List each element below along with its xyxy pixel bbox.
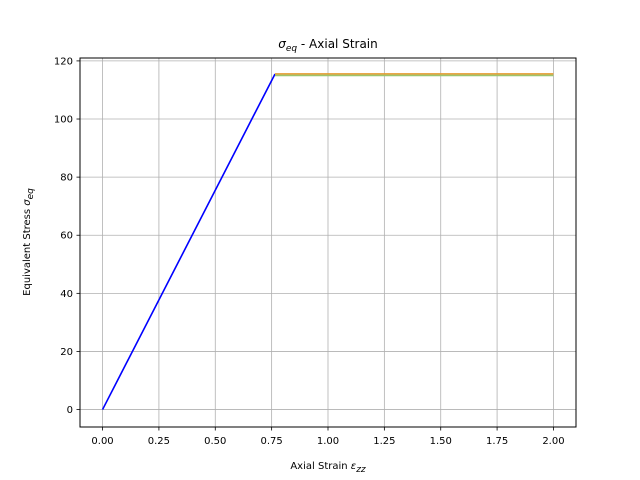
x-tick-label: 1.50	[430, 436, 452, 447]
x-tick-label: 0.25	[148, 436, 170, 447]
chart-title: σeq - Axial Strain	[278, 37, 378, 54]
y-tick-label: 80	[60, 173, 73, 184]
y-tick-label: 20	[60, 347, 73, 358]
y-tick-label: 60	[60, 231, 73, 242]
x-tick-label: 0.50	[204, 436, 226, 447]
y-tick-label: 120	[54, 56, 73, 67]
x-tick-label: 1.25	[373, 436, 395, 447]
x-tick-label: 0.75	[261, 436, 283, 447]
x-tick-label: 2.00	[542, 436, 564, 447]
grid	[80, 58, 576, 427]
y-axis-ticks: 0 20 40 60 80 100 120	[54, 56, 80, 416]
x-axis-label: Axial Strain εzz	[290, 461, 366, 475]
y-tick-label: 0	[67, 405, 73, 416]
y-axis-label: Equivalent Stress σeq	[22, 188, 36, 296]
x-axis-ticks: 0.00 0.25 0.50 0.75 1.00 1.25 1.50 1.75 2.00	[91, 427, 565, 447]
y-tick-label: 40	[60, 289, 73, 300]
x-tick-label: 1.75	[486, 436, 508, 447]
x-tick-label: 1.00	[317, 436, 339, 447]
y-tick-label: 100	[54, 115, 73, 126]
series-line-1	[101, 73, 276, 410]
x-tick-label: 0.00	[91, 436, 113, 447]
plot-series	[101, 73, 554, 410]
